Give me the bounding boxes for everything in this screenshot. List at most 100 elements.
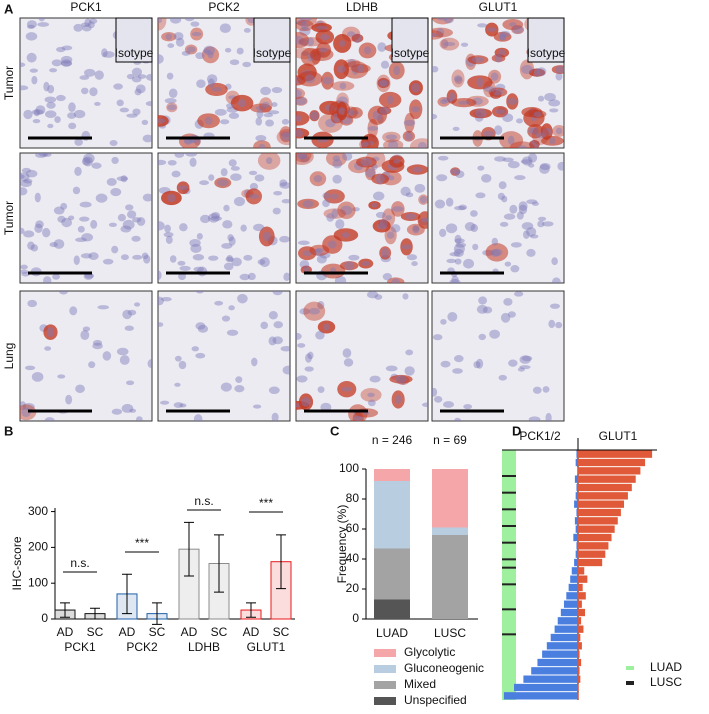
legend-swatch: [626, 681, 634, 685]
nucleus: [243, 27, 251, 33]
bar: [523, 675, 578, 683]
stain: [467, 75, 493, 90]
nucleus: [502, 157, 514, 163]
nucleus: [323, 323, 330, 331]
nucleus: [379, 80, 388, 87]
stain: [296, 127, 310, 139]
nucleus: [20, 62, 26, 68]
nucleus: [381, 248, 390, 258]
nucleus: [521, 64, 533, 74]
stain: [296, 32, 310, 49]
nucleus: [116, 347, 129, 356]
nucleus: [314, 248, 325, 253]
nucleus: [419, 195, 427, 204]
legend-label: Glycolytic: [404, 645, 455, 659]
nucleus: [247, 18, 256, 24]
nucleus: [331, 208, 338, 219]
stain: [333, 228, 359, 242]
y-tick-label: 300: [28, 504, 48, 518]
nucleus: [20, 187, 28, 196]
nucleus: [454, 238, 465, 244]
bar: [578, 467, 641, 475]
nucleus: [44, 96, 57, 103]
nucleus: [521, 355, 533, 362]
nucleus: [208, 255, 219, 261]
micrograph-bg: [295, 290, 429, 422]
bar: [578, 517, 618, 525]
subtype-mark: [502, 541, 516, 544]
stain: [315, 29, 335, 45]
nucleus: [195, 322, 206, 330]
annotation: ***: [135, 536, 149, 550]
nucleus: [473, 361, 481, 369]
nucleus: [442, 401, 455, 408]
nucleus: [91, 162, 102, 169]
stain: [404, 112, 415, 133]
nucleus: [226, 329, 239, 336]
nucleus: [549, 108, 559, 113]
nucleus: [207, 213, 220, 223]
micrograph-bg: [157, 152, 291, 284]
nucleus: [342, 153, 353, 161]
nucleus: [440, 360, 451, 368]
nucleus: [502, 113, 514, 123]
nucleus: [20, 85, 29, 91]
nucleus: [79, 75, 90, 80]
stain: [519, 59, 535, 80]
stain: [184, 44, 198, 55]
nucleus: [475, 192, 486, 199]
stain: [493, 31, 512, 42]
nucleus: [134, 302, 141, 307]
nucleus: [313, 175, 323, 183]
stain: [488, 87, 508, 98]
nucleus: [271, 86, 283, 94]
nucleus: [121, 403, 134, 413]
nucleus: [463, 258, 475, 269]
legend-swatch: [374, 681, 396, 689]
nucleus: [192, 254, 205, 261]
nucleus: [296, 115, 302, 122]
nucleus: [406, 254, 418, 261]
nucleus: [141, 252, 149, 260]
nucleus: [129, 408, 137, 413]
nucleus: [470, 210, 478, 217]
nucleus: [272, 336, 283, 345]
nucleus: [226, 254, 233, 262]
nucleus: [385, 215, 392, 221]
nucleus: [548, 319, 556, 329]
nucleus: [81, 157, 91, 166]
nucleus: [228, 305, 235, 311]
nucleus: [297, 343, 306, 348]
stain: [358, 258, 374, 269]
nucleus: [69, 306, 78, 316]
annotation: n = 246: [372, 433, 413, 447]
nucleus: [31, 371, 44, 382]
stain: [316, 42, 332, 58]
bar-segment: [374, 481, 410, 549]
nucleus: [30, 244, 39, 252]
y-axis-title: Frequency (%): [335, 505, 349, 584]
nucleus: [53, 239, 65, 249]
nucleus: [229, 59, 240, 66]
stain: [321, 263, 346, 279]
nucleus: [268, 311, 278, 320]
nucleus: [371, 202, 378, 208]
nucleus: [499, 33, 506, 41]
micrograph: Isotype: [431, 17, 566, 149]
x-tick-label: SC: [273, 625, 290, 639]
nucleus: [79, 216, 90, 222]
nucleus: [342, 348, 352, 358]
nucleus: [236, 47, 244, 55]
nucleus: [280, 131, 290, 138]
nucleus: [226, 103, 234, 109]
nucleus: [125, 204, 134, 211]
nucleus: [518, 145, 527, 148]
nucleus: [119, 107, 130, 113]
nucleus: [537, 95, 545, 102]
nucleus: [108, 222, 117, 227]
nucleus: [59, 291, 69, 295]
nucleus: [258, 143, 266, 148]
nucleus: [234, 385, 245, 393]
nucleus: [376, 222, 387, 230]
bar: [576, 508, 578, 517]
